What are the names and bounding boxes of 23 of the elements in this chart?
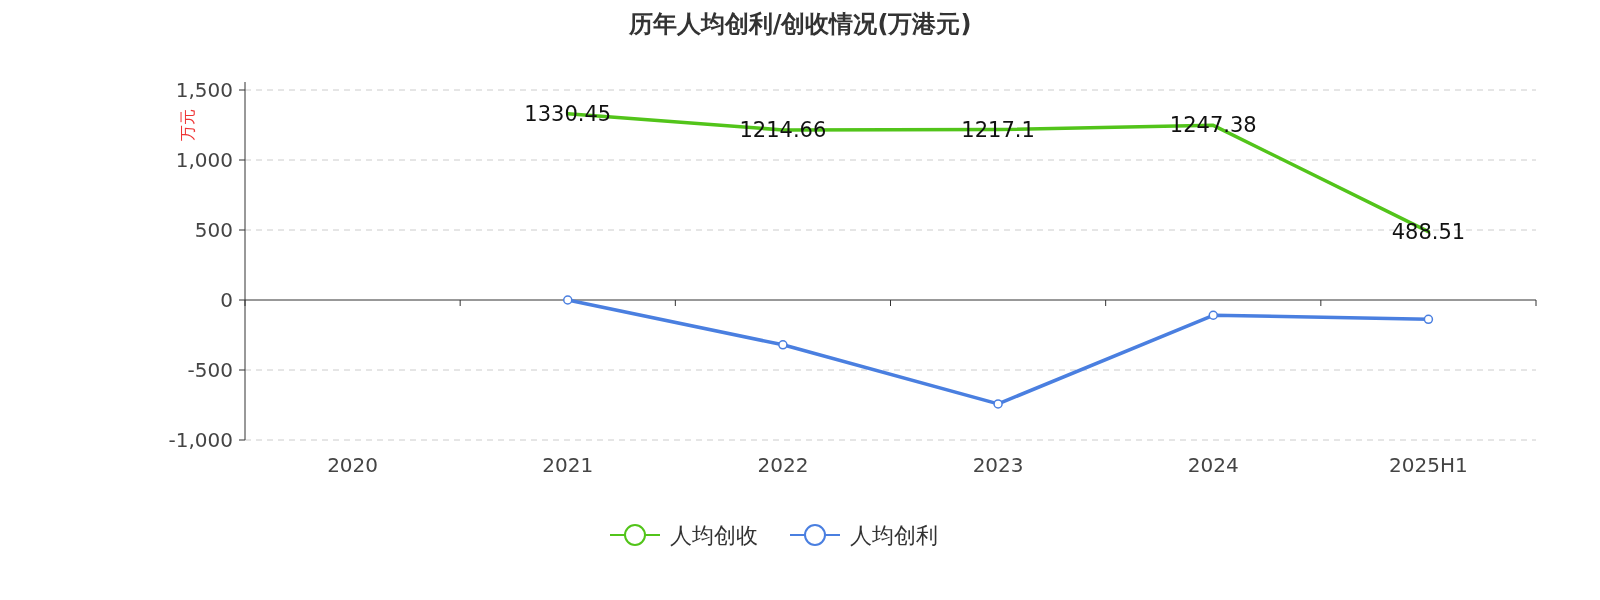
y-tick-label: 0 bbox=[220, 288, 233, 312]
y-axis-title: 万元 bbox=[178, 109, 197, 141]
y-tick-label: -500 bbox=[187, 358, 233, 382]
data-label: 488.51 bbox=[1391, 219, 1466, 244]
chart-title: 历年人均创利/创收情况(万港元) bbox=[627, 10, 972, 38]
legend-label: 人均创利 bbox=[850, 523, 938, 548]
y-tick-label: -1,000 bbox=[168, 428, 233, 452]
x-tick-label: 2024 bbox=[1187, 453, 1239, 477]
y-tick-label: 500 bbox=[194, 218, 233, 242]
legend-label: 人均创收 bbox=[670, 523, 758, 548]
point bbox=[563, 295, 573, 305]
point bbox=[1423, 314, 1434, 325]
x-tick-label: 2025H1 bbox=[1389, 453, 1468, 477]
y-tick-label: 1,000 bbox=[175, 148, 233, 172]
data-label: 1330.45 bbox=[524, 101, 612, 126]
point bbox=[993, 399, 1003, 409]
x-tick-label: 2020 bbox=[327, 453, 379, 477]
x-tick-label: 2021 bbox=[542, 453, 594, 477]
x-tick-label: 2023 bbox=[972, 453, 1024, 477]
y-tick-label: 1,500 bbox=[175, 78, 233, 102]
x-tick-label: 2022 bbox=[757, 453, 809, 477]
point bbox=[778, 340, 788, 350]
point bbox=[1208, 310, 1218, 321]
